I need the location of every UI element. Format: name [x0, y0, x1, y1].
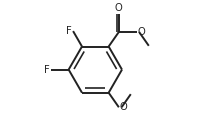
Text: F: F [44, 65, 50, 75]
Text: O: O [115, 2, 123, 13]
Text: O: O [120, 102, 128, 112]
Text: O: O [138, 27, 145, 37]
Text: F: F [66, 26, 72, 36]
